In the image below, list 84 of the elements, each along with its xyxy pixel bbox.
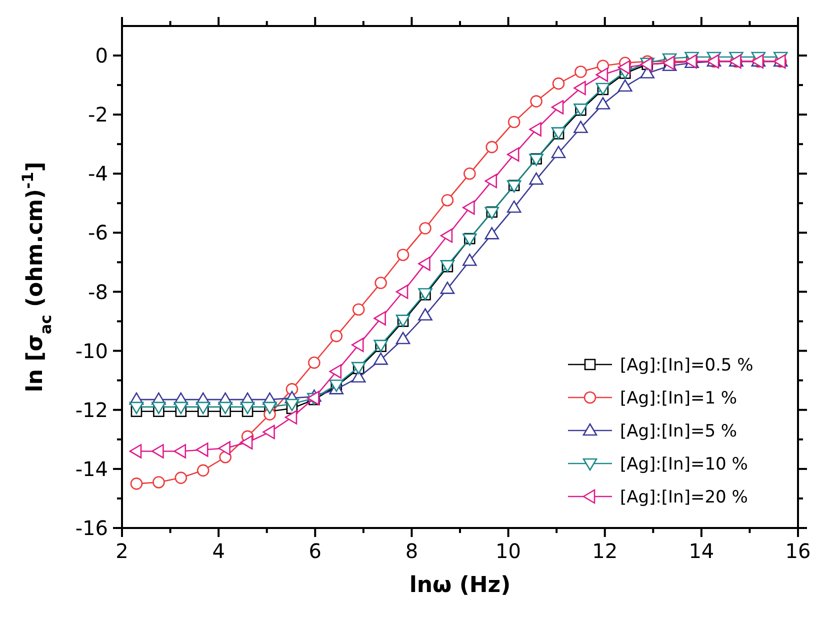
x-tick-label: 6	[308, 539, 322, 563]
point	[129, 444, 142, 458]
point	[419, 222, 432, 234]
y-tick-label: -14	[75, 456, 108, 481]
point	[574, 80, 586, 96]
point	[441, 194, 454, 206]
x-axis-title: lnω (Hz)	[409, 573, 511, 598]
point	[130, 478, 143, 490]
point	[462, 254, 477, 266]
point	[440, 228, 453, 243]
y-tick-label: 0	[95, 44, 108, 68]
point	[196, 442, 208, 457]
y-tick-label: -8	[88, 280, 108, 304]
point	[574, 66, 587, 78]
y-tick-label: -2	[88, 102, 108, 127]
point	[308, 356, 320, 369]
point	[351, 370, 366, 383]
point	[374, 276, 387, 290]
point	[174, 472, 188, 484]
point	[464, 167, 476, 180]
point	[262, 402, 277, 414]
y-tick-label: -16	[75, 516, 108, 540]
point	[152, 444, 164, 458]
point	[396, 284, 408, 299]
point	[618, 79, 632, 92]
point	[618, 60, 630, 74]
x-tick-label: 14	[688, 539, 714, 563]
point	[508, 116, 520, 128]
point	[330, 330, 343, 342]
point	[374, 352, 388, 365]
point	[462, 200, 475, 215]
point	[396, 332, 410, 344]
point	[506, 200, 522, 213]
point	[218, 402, 232, 414]
x-tick-label: 8	[405, 539, 418, 563]
point	[240, 435, 253, 450]
point	[418, 308, 432, 321]
point	[218, 441, 230, 456]
legend-label: [Ag]:[In]=10 %	[620, 454, 748, 474]
point	[174, 444, 186, 458]
point	[396, 248, 410, 262]
point	[374, 311, 386, 326]
x-tick-label: 2	[116, 539, 128, 563]
point	[484, 227, 500, 240]
point	[351, 338, 364, 352]
legend-label: [Ag]:[In]=20 %	[620, 487, 748, 508]
x-tick-label: 16	[785, 539, 811, 563]
point	[352, 303, 365, 316]
point	[486, 140, 498, 154]
point	[440, 282, 455, 294]
point	[418, 256, 430, 271]
point	[484, 174, 498, 188]
point	[152, 476, 165, 488]
y-tick-label: -12	[75, 398, 108, 422]
point	[262, 424, 275, 440]
x-tick-label: 12	[592, 539, 618, 563]
y-tick-label: -10	[75, 338, 108, 363]
point	[174, 402, 188, 414]
point	[551, 146, 566, 158]
point	[640, 66, 654, 78]
point	[284, 398, 300, 412]
point	[529, 122, 542, 137]
point	[196, 402, 210, 414]
point	[240, 402, 255, 414]
point	[529, 172, 544, 185]
point	[506, 147, 520, 162]
y-tick-label: -4	[88, 162, 108, 186]
point	[196, 464, 210, 477]
point	[552, 77, 565, 90]
point	[551, 100, 564, 114]
legend-label: [Ag]:[In]=0.5 %	[620, 355, 754, 376]
point	[530, 95, 542, 108]
x-tick-label: 10	[496, 539, 522, 563]
point	[152, 402, 166, 414]
point	[329, 364, 342, 379]
point	[574, 120, 588, 134]
legend-label: [Ag]:[In]=5 %	[620, 421, 738, 442]
point	[596, 68, 608, 82]
point	[129, 402, 144, 414]
x-tick-label: 4	[212, 539, 225, 563]
y-tick-label: -6	[88, 220, 108, 245]
point	[596, 97, 610, 110]
legend-label: [Ag]:[In]=1 %	[620, 388, 738, 408]
point	[284, 410, 298, 424]
